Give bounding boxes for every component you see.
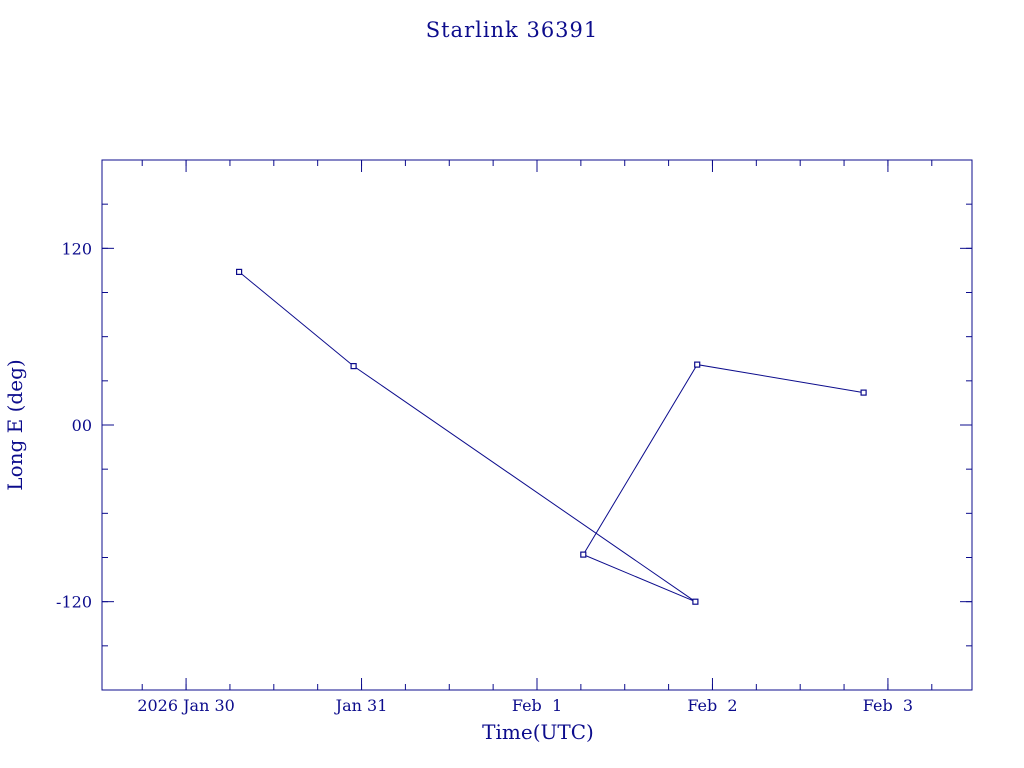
major-ticks <box>102 160 972 690</box>
x-tick-label: Jan 31 <box>334 696 388 715</box>
x-tick-label: Feb 3 <box>863 696 913 715</box>
x-tick-label: 2026 Jan 30 <box>137 696 235 715</box>
y-tick-label: 00 <box>72 416 92 435</box>
data-point <box>694 361 701 368</box>
data-point <box>692 598 699 605</box>
data-point <box>236 268 243 275</box>
y-tick-label: 120 <box>61 239 92 258</box>
x-tick-label: Feb 2 <box>687 696 737 715</box>
series-line <box>238 271 864 603</box>
y-tick-label: -120 <box>56 593 92 612</box>
tick-labels: 120 00 -120 2026 Jan 30 Jan 31 Feb 1 Feb 2 Feb … <box>56 239 913 715</box>
y-axis-label: Long E (deg) <box>3 359 27 490</box>
series-layer <box>236 268 867 605</box>
data-point <box>860 389 867 396</box>
x-axis-label: Time(UTC) <box>482 720 594 744</box>
data-point <box>580 551 587 558</box>
chart-title: Starlink 36391 <box>426 18 599 42</box>
x-tick-label: Feb 1 <box>512 696 562 715</box>
data-point <box>350 363 357 370</box>
